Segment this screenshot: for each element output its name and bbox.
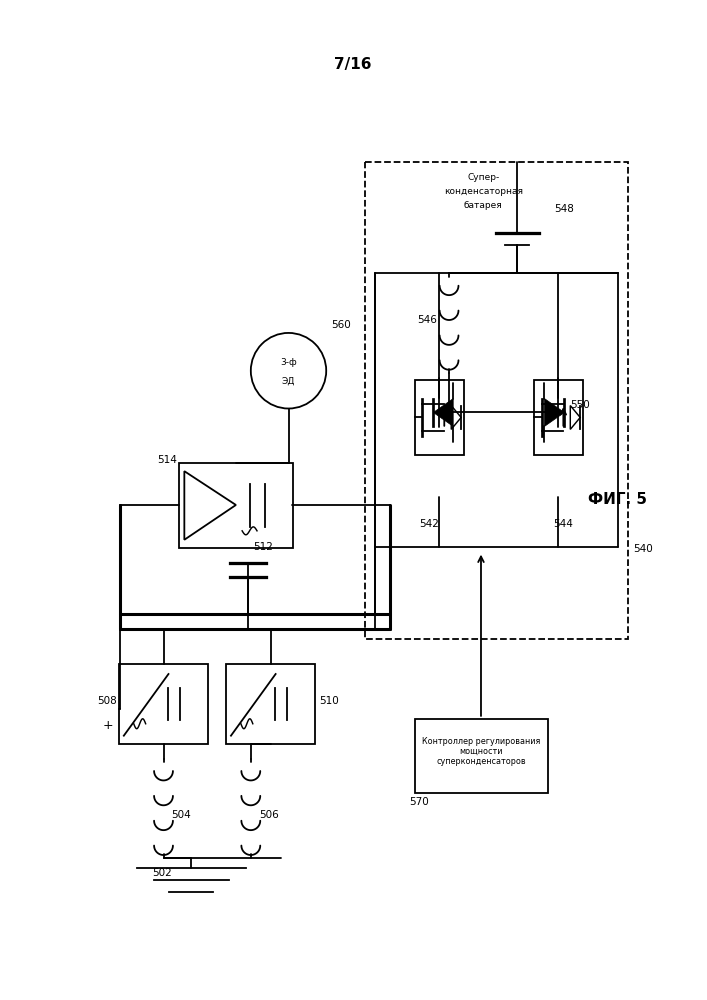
Text: 504: 504 [171,810,191,820]
Text: 560: 560 [331,320,351,330]
Text: 544: 544 [554,519,573,529]
Bar [414,719,549,793]
Text: +: + [103,719,114,732]
Text: 7/16: 7/16 [334,57,372,72]
Text: 3-ф: 3-ф [280,358,297,367]
Bar [414,380,464,455]
Polygon shape [544,399,564,426]
Text: 508: 508 [97,696,117,706]
Bar [119,664,208,744]
Text: 512: 512 [253,542,273,552]
Bar [365,162,628,639]
Text: 548: 548 [554,204,574,214]
Text: 546: 546 [417,315,437,325]
Text: 550: 550 [571,400,590,410]
Text: 502: 502 [152,868,171,878]
Text: Контроллер регулирования
мощности
суперконденсаторов: Контроллер регулирования мощности суперк… [422,737,540,766]
Bar [534,380,583,455]
Text: 570: 570 [409,797,429,807]
Text: конденсаторная: конденсаторная [444,187,522,196]
Text: ФИГ. 5: ФИГ. 5 [588,492,648,508]
Text: 542: 542 [419,519,439,529]
Text: 514: 514 [158,455,177,465]
Text: 506: 506 [259,810,279,820]
Text: батарея: батарея [464,201,503,210]
Text: Супер-: Супер- [467,173,499,182]
Polygon shape [433,399,453,426]
Text: 510: 510 [320,696,339,706]
Text: ЭД: ЭД [282,376,296,385]
Text: 540: 540 [633,544,653,554]
Bar [180,463,293,548]
Bar [226,664,315,744]
